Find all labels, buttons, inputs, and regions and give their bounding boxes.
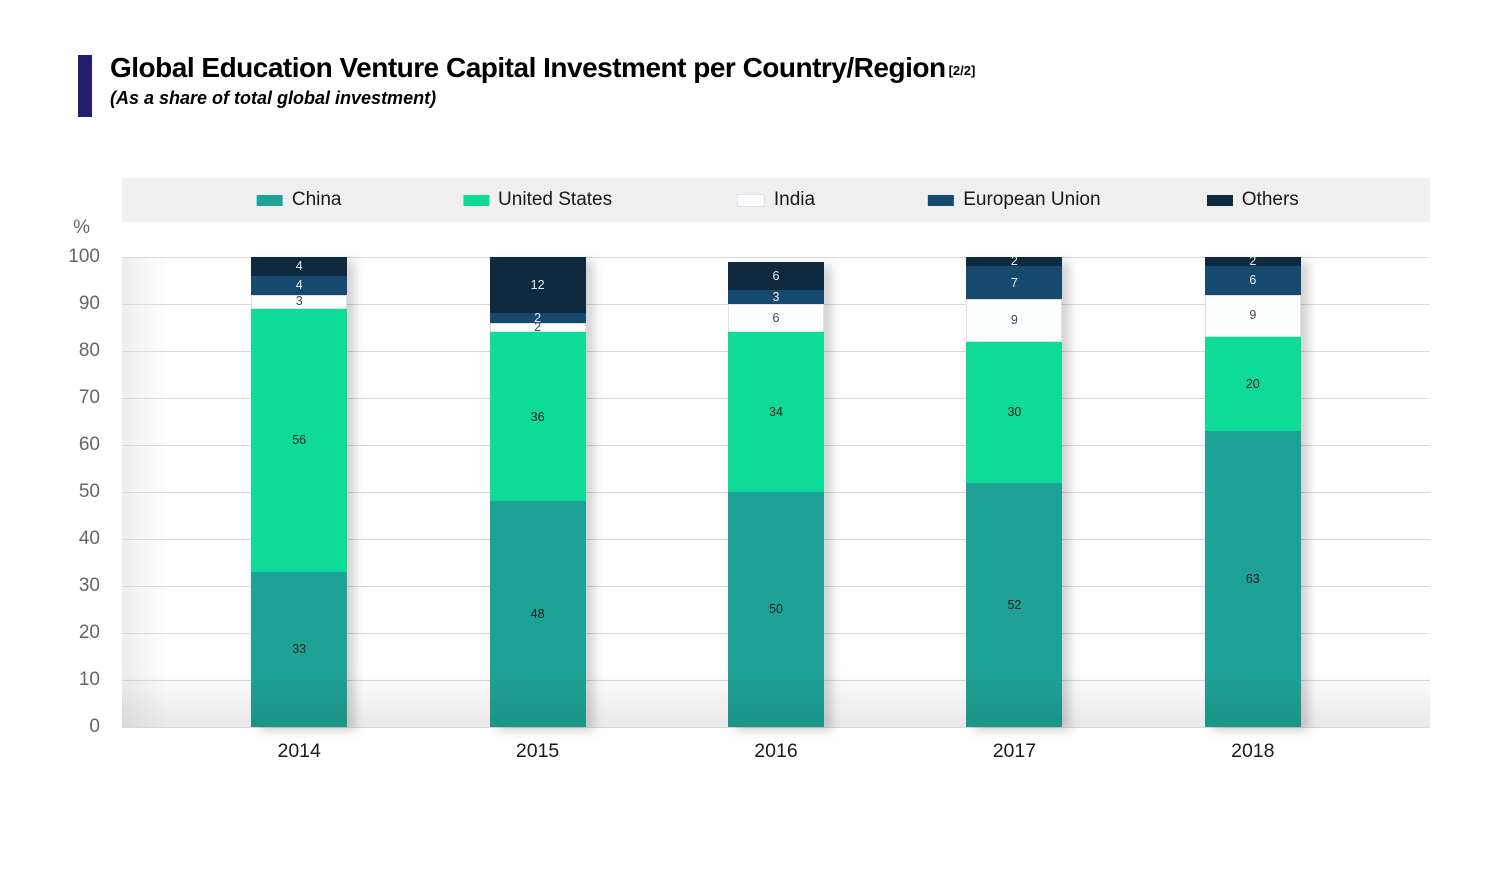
legend-label: China (291, 189, 342, 210)
y-axis-unit-label: % (73, 217, 90, 238)
bar-value-label: 6 (772, 310, 780, 325)
x-tick-label-2018: 2018 (1231, 740, 1275, 762)
bar-segment-2018-india: 9 (1204, 294, 1301, 337)
bar-segment-2016-china: 50 (728, 491, 824, 727)
bar-2015: 12 2 2 36 48 (489, 257, 586, 727)
bar-value-label: 2 (1010, 254, 1018, 269)
y-tick-label-30: 30 (78, 575, 100, 596)
bar-segment-2017-others: 2 (966, 254, 1063, 269)
bar-value-label: 3 (295, 294, 303, 309)
x-tick-label-2014: 2014 (277, 740, 321, 762)
y-tick-label-60: 60 (78, 434, 100, 455)
bar-value-label: 48 (530, 606, 545, 621)
bar-value-label: 4 (295, 277, 303, 292)
bar-2017: 2 7 9 30 52 (966, 254, 1063, 727)
bar-segment-2017-india: 9 (966, 299, 1063, 342)
y-tick-label-80: 80 (78, 340, 100, 361)
gridline-0 (122, 727, 1430, 728)
legend-label: Others (1241, 189, 1299, 210)
gridline-100 (122, 257, 1430, 258)
bar-segment-2015-european-union: 2 (489, 310, 586, 325)
bar-segment-2014-china: 33 (251, 571, 348, 727)
bar-segment-2016-others: 6 (728, 261, 824, 290)
legend-item-united-states: United States (463, 178, 612, 222)
bar-segment-2015-china: 48 (489, 501, 586, 727)
bar-segment-2017-united-states: 30 (966, 341, 1063, 483)
bar-segment-2014-others: 4 (251, 257, 348, 276)
bar-segment-2018-european-union: 6 (1204, 266, 1301, 295)
bar-value-label: 9 (1010, 313, 1018, 328)
legend-label: European Union (963, 189, 1101, 210)
bar-segment-2014-united-states: 56 (251, 308, 348, 572)
bar-value-label: 2 (534, 320, 542, 335)
bar-segment-2017-european-union: 7 (966, 266, 1063, 300)
legend-swatch-india (736, 193, 765, 207)
chart-subtitle: (As a share of total global investment) (110, 88, 437, 108)
bar-segment-2015-others: 12 (489, 257, 586, 314)
bar-value-label: 56 (292, 433, 307, 448)
bar-value-label: 2 (534, 310, 542, 325)
bar-value-label: 12 (530, 277, 545, 292)
bar-value-label: 3 (772, 289, 780, 304)
x-tick-label-2016: 2016 (754, 740, 798, 762)
bar-segment-2016-european-union: 3 (728, 289, 824, 304)
bar-value-label: 4 (295, 259, 303, 274)
bar-value-label: 20 (1245, 376, 1260, 391)
bar-value-label: 6 (772, 268, 780, 283)
y-tick-label-100: 100 (68, 246, 100, 267)
title-accent-bar (78, 55, 92, 117)
bar-segment-2018-others: 2 (1204, 254, 1301, 269)
bar-value-label: 52 (1007, 597, 1022, 612)
chart-title: Global Education Venture Capital Investm… (110, 52, 975, 84)
bar-value-label: 33 (292, 642, 307, 657)
y-tick-label-40: 40 (78, 528, 100, 549)
bar-segment-2014-india: 3 (251, 294, 348, 309)
legend-item-china: China (256, 178, 342, 222)
bar-value-label: 30 (1007, 404, 1022, 419)
bar-value-label: 7 (1010, 275, 1018, 290)
legend-label: India (773, 189, 816, 210)
bar-segment-2016-united-states: 34 (728, 332, 824, 492)
bar-segment-2016-india: 6 (728, 303, 824, 333)
y-tick-label-70: 70 (78, 387, 100, 408)
bar-segment-2015-india: 2 (489, 320, 586, 335)
bar-segment-2018-united-states: 20 (1204, 336, 1301, 431)
bar-value-label: 36 (530, 409, 545, 424)
bar-segment-2014-european-union: 4 (251, 275, 348, 295)
plot-area: 4 4 3 56 33 12 2 2 36 48 6 3 6 34 50 2 7 9 30 52 2 6 9 20 63 (122, 254, 1430, 728)
bar-value-label: 2 (1249, 254, 1257, 269)
bar-segment-2017-china: 52 (966, 482, 1063, 727)
page-indicator: [2/2] (948, 63, 976, 78)
bar-segment-2015-united-states: 36 (489, 332, 586, 502)
y-tick-label-0: 0 (89, 716, 100, 737)
bar-value-label: 6 (1249, 273, 1257, 288)
bar-value-label: 9 (1249, 308, 1257, 323)
chart-title-text: Global Education Venture Capital Investm… (110, 52, 946, 83)
bar-segment-2018-china: 63 (1204, 430, 1301, 727)
legend-item-others: Others (1206, 178, 1299, 222)
chart-legend: China United States India European Union Oth… (122, 178, 1430, 222)
bar-2014: 4 4 3 56 33 (251, 257, 348, 727)
legend-swatch-european-union (928, 194, 955, 206)
legend-item-india: India (736, 178, 816, 222)
legend-item-european-union: European Union (928, 178, 1101, 222)
y-tick-label-20: 20 (78, 622, 100, 643)
bar-value-label: 50 (769, 602, 783, 617)
y-tick-label-10: 10 (78, 669, 100, 690)
y-tick-label-50: 50 (78, 481, 100, 502)
x-tick-label-2017: 2017 (992, 740, 1037, 762)
legend-label: United States (498, 189, 613, 210)
bar-2016: 6 3 6 34 50 (728, 261, 824, 727)
y-tick-label-90: 90 (78, 293, 100, 314)
bar-value-label: 63 (1245, 571, 1260, 586)
bar-2018: 2 6 9 20 63 (1204, 254, 1301, 727)
legend-swatch-china (256, 194, 283, 206)
x-tick-label-2015: 2015 (515, 740, 560, 762)
bar-value-label: 34 (769, 404, 783, 419)
legend-swatch-united-states (463, 194, 490, 206)
legend-swatch-others (1206, 194, 1233, 206)
